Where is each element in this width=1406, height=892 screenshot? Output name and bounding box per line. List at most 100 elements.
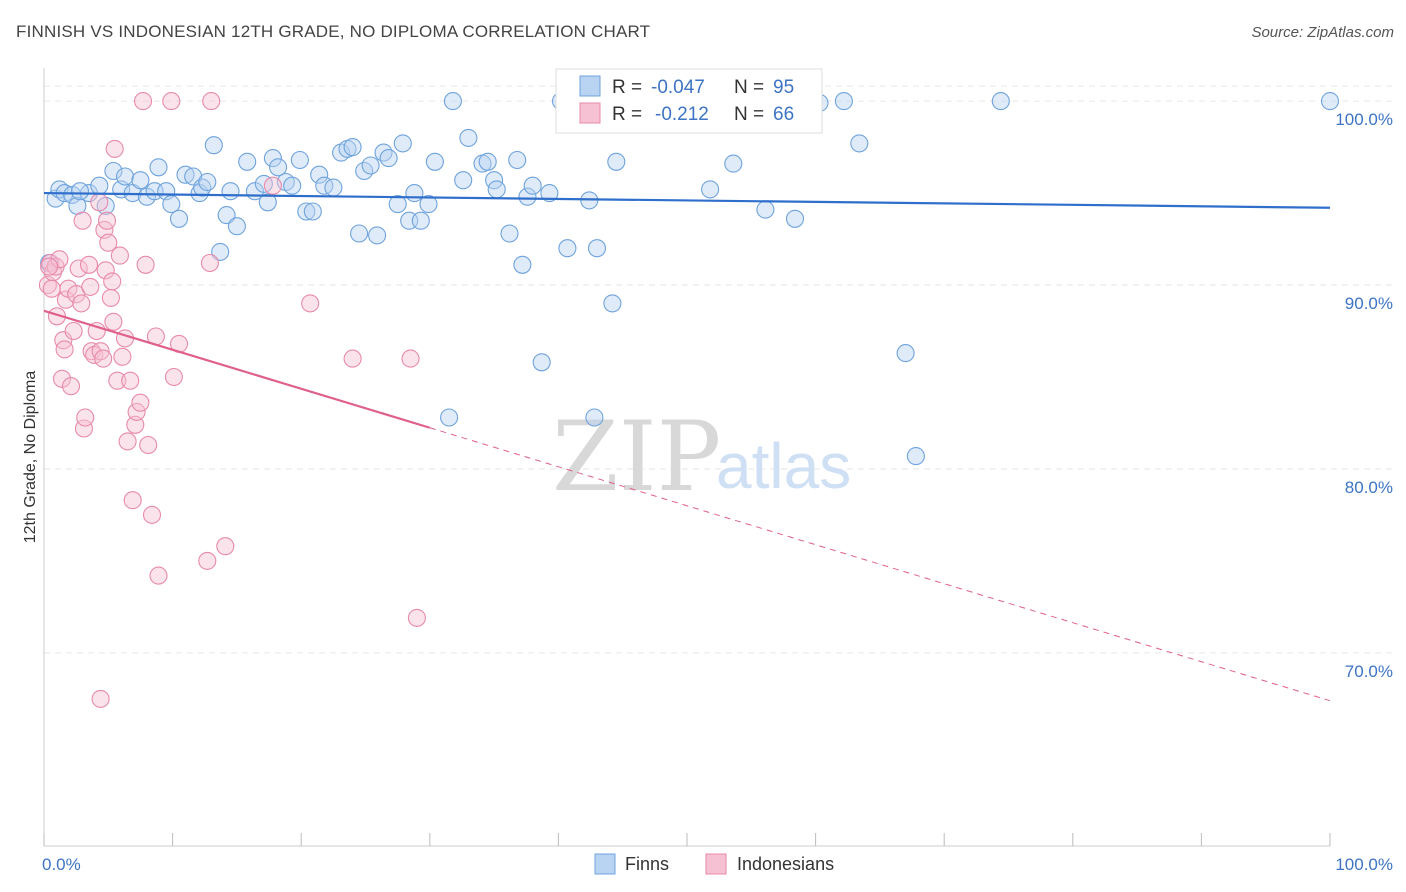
point-indonesians: [90, 193, 109, 212]
watermark: ZIP atlas: [552, 401, 851, 513]
point-finns: [518, 187, 537, 206]
stats-legend: R = -0.047 N = 95 R = -0.212 N = 66: [555, 68, 823, 134]
point-finns: [149, 158, 168, 177]
point-finns: [211, 242, 230, 261]
point-finns: [388, 195, 407, 214]
point-finns: [269, 158, 288, 177]
point-finns: [419, 195, 438, 214]
point-indonesians: [164, 367, 183, 387]
point-finns: [238, 152, 257, 171]
point-indonesians: [110, 246, 129, 265]
point-indonesians: [401, 349, 420, 368]
point-indonesians: [407, 608, 426, 627]
point-finns: [374, 143, 393, 162]
point-indonesians: [72, 294, 91, 313]
point-finns: [198, 172, 217, 192]
point-indonesians: [127, 402, 146, 421]
point-indonesians: [55, 340, 74, 359]
point-finns: [425, 152, 444, 171]
point-indonesians: [69, 259, 88, 278]
point-finns: [540, 184, 559, 203]
point-finns: [1320, 92, 1340, 111]
point-indonesians: [94, 349, 113, 368]
point-indonesians: [91, 689, 110, 708]
point-finns: [361, 156, 380, 175]
point-indonesians: [76, 408, 95, 427]
point-finns: [131, 171, 150, 190]
point-indonesians: [131, 393, 150, 412]
point-indonesians: [343, 349, 362, 368]
point-finns: [70, 182, 90, 201]
legend-r-label-finns: R =: [612, 77, 642, 98]
point-finns: [443, 92, 462, 111]
y-tick-labels: 70.0% 80.0% 90.0% 100.0%: [1335, 110, 1393, 681]
point-finns: [513, 255, 532, 274]
point-indonesians: [81, 277, 100, 296]
point-finns: [350, 224, 369, 243]
point-indonesians: [64, 321, 83, 341]
legend-r-value-indonesians: -0.212: [655, 104, 709, 125]
point-indonesians: [126, 415, 145, 434]
point-finns: [724, 154, 743, 173]
point-indonesians: [121, 371, 140, 390]
point-finns: [115, 167, 135, 186]
point-finns: [258, 193, 277, 212]
point-indonesians: [139, 435, 158, 455]
point-finns: [834, 92, 853, 111]
point-finns: [587, 239, 607, 258]
point-indonesians: [113, 347, 132, 366]
point-finns: [487, 180, 506, 199]
point-finns: [227, 217, 246, 236]
point-indonesians: [202, 92, 221, 111]
point-indonesians: [118, 432, 137, 451]
point-finns: [440, 408, 459, 427]
trend-line-indonesians-extension: [429, 427, 1331, 702]
point-indonesians: [61, 377, 81, 396]
point-finns: [532, 353, 551, 372]
y-tick-label: 70.0%: [1345, 662, 1393, 681]
point-indonesians: [301, 294, 320, 313]
point-indonesians: [54, 331, 73, 350]
trend-line-indonesians: [43, 309, 431, 429]
chart-title: FINNISH VS INDONESIAN 12TH GRADE, NO DIP…: [16, 22, 651, 41]
point-finns: [585, 408, 604, 427]
point-finns: [500, 224, 519, 243]
point-finns: [523, 176, 542, 195]
point-finns: [263, 149, 282, 168]
point-finns: [896, 344, 915, 363]
series-legend-label-finns[interactable]: Finns: [625, 854, 669, 874]
legend-n-value-finns: 95: [773, 77, 794, 98]
point-indonesians: [99, 233, 118, 252]
point-finns: [368, 226, 387, 245]
point-indonesians: [216, 537, 235, 556]
point-finns: [297, 202, 316, 221]
point-finns: [315, 176, 334, 195]
point-finns: [558, 239, 577, 258]
series-legend-swatch-finns[interactable]: [594, 853, 616, 875]
watermark-atlas: atlas: [716, 430, 851, 502]
legend-r-value-finns: -0.047: [651, 77, 705, 98]
point-indonesians: [123, 491, 142, 510]
point-indonesians: [133, 92, 153, 111]
point-finns: [217, 206, 236, 225]
y-axis-label: 12th Grade, No Diploma: [22, 371, 39, 544]
point-indonesians: [108, 371, 127, 390]
point-indonesians: [149, 566, 168, 585]
point-finns: [193, 178, 212, 197]
point-indonesians: [56, 290, 75, 309]
point-indonesians: [52, 369, 72, 388]
point-finns: [176, 165, 195, 184]
point-finns: [310, 165, 329, 184]
point-indonesians: [263, 176, 282, 195]
series-legend-swatch-indonesians[interactable]: [705, 853, 727, 875]
point-finns: [607, 152, 626, 171]
point-indonesians: [198, 551, 217, 570]
point-indonesians: [73, 211, 92, 230]
point-finns: [254, 174, 273, 193]
point-indonesians: [105, 139, 124, 158]
series-legend-label-indonesians[interactable]: Indonesians: [737, 854, 834, 874]
point-finns: [603, 294, 622, 313]
point-indonesians: [103, 272, 122, 291]
legend-n-label-finns: N =: [734, 77, 764, 98]
